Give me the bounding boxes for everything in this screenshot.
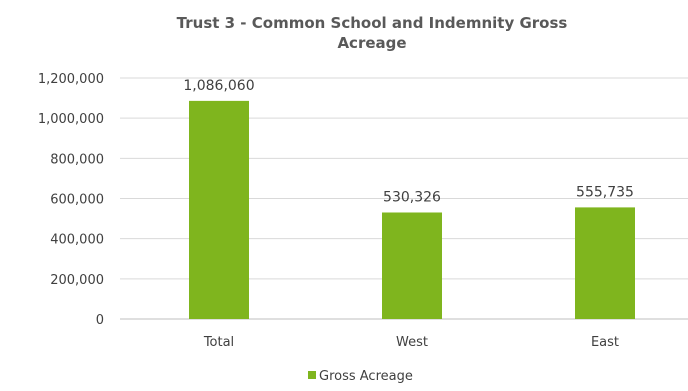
legend-label: Gross Acreage	[319, 369, 413, 384]
legend: Gross Acreage	[308, 369, 413, 384]
bar-east	[575, 207, 635, 319]
x-tick-label: East	[591, 335, 619, 350]
y-tick-label: 1,000,000	[38, 112, 104, 127]
x-tick-label: Total	[203, 335, 234, 350]
y-tick-label: 0	[96, 313, 104, 328]
chart-title-line2: Acreage	[337, 34, 406, 52]
y-tick-label: 1,200,000	[38, 72, 104, 87]
data-label: 1,086,060	[183, 78, 254, 94]
y-tick-label: 600,000	[50, 193, 104, 208]
bar-total	[189, 100, 249, 319]
x-axis: Total West East	[203, 335, 619, 350]
y-tick-label: 400,000	[50, 233, 104, 248]
y-axis: 0 200,000 400,000 600,000 800,000 1,000,000 1,…	[38, 72, 104, 328]
x-tick-label: West	[396, 335, 428, 350]
bars: 1,086,060 530,326 555,735	[183, 78, 635, 319]
chart-title: Trust 3 - Common School and Indemnity Gr…	[177, 14, 568, 32]
bar-west	[382, 212, 442, 319]
legend-swatch	[308, 371, 316, 379]
data-label: 530,326	[383, 189, 441, 205]
data-label: 555,735	[576, 184, 634, 200]
y-tick-label: 800,000	[50, 152, 104, 167]
y-tick-label: 200,000	[50, 273, 104, 288]
